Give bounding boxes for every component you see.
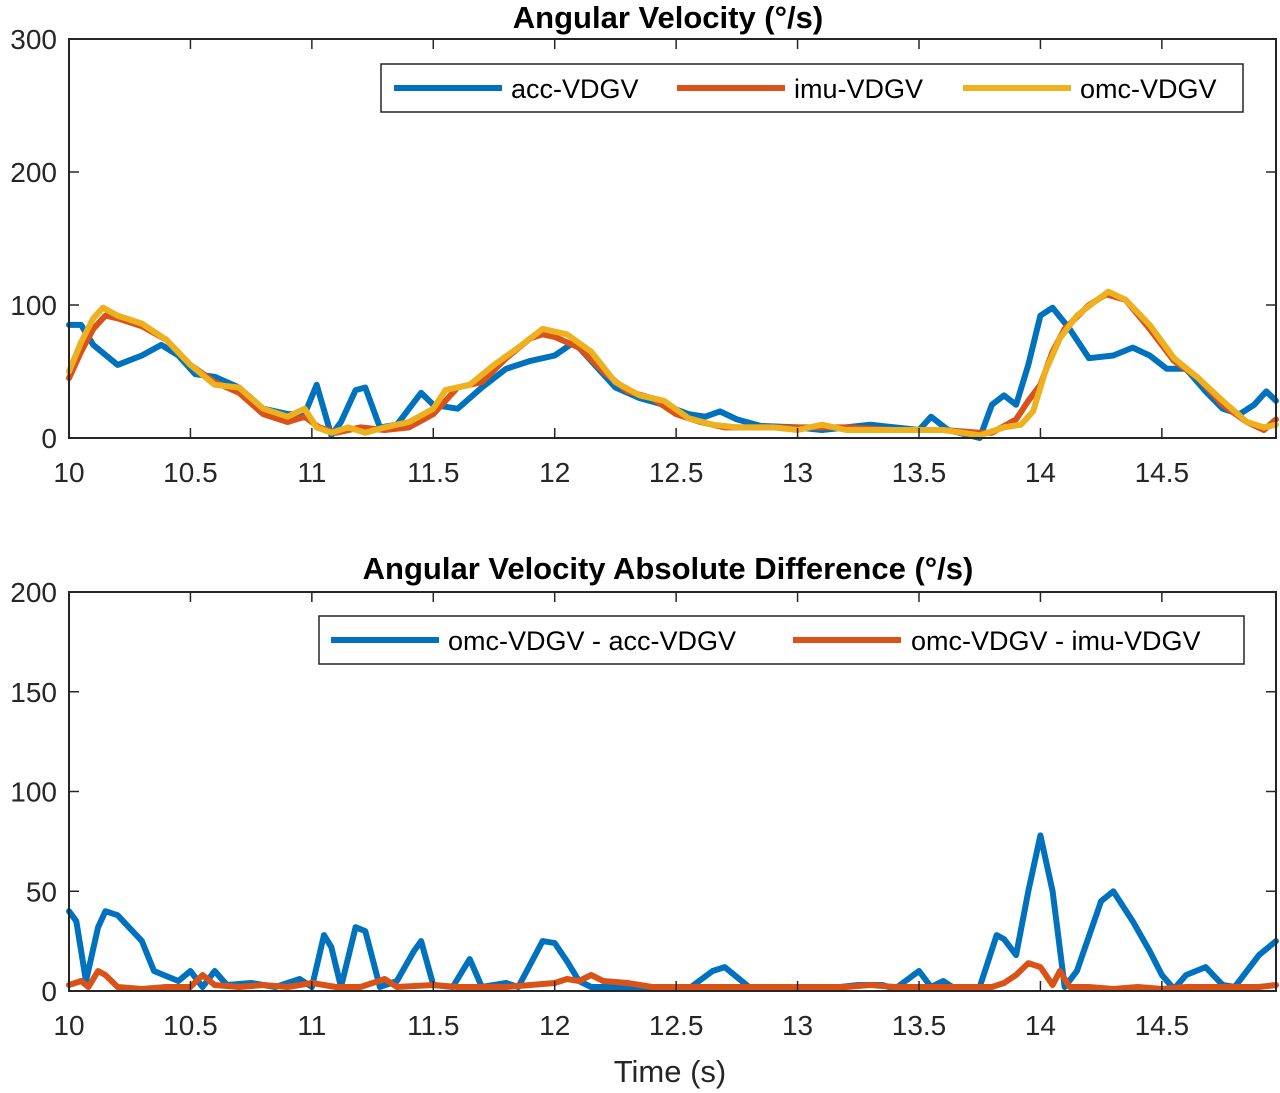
plot-area — [66, 832, 1279, 992]
y-tick-label: 300 — [10, 24, 57, 55]
axis-ticks: 10 10.5 11 11.5 12 12.5 13 13.5 14 14.5 0 100 200 300 — [10, 24, 1276, 488]
x-tick-label: 12 — [539, 457, 570, 488]
angular-velocity-difference-chart: Angular Velocity Absolute Difference (°/… — [10, 551, 1279, 1089]
x-tick-label: 10.5 — [163, 1010, 218, 1041]
legend-label: imu-VDGV — [794, 74, 923, 104]
y-tick-label: 150 — [10, 677, 57, 708]
chart-title: Angular Velocity Absolute Difference (°/… — [363, 551, 974, 586]
x-tick-label: 14.5 — [1135, 1010, 1190, 1041]
x-tick-label: 13.5 — [892, 457, 947, 488]
series-line — [66, 288, 1279, 439]
y-tick-label: 0 — [41, 423, 57, 454]
legend-label: omc-VDGV - imu-VDGV — [911, 626, 1201, 656]
x-tick-label: 12.5 — [649, 1010, 704, 1041]
x-tick-label: 12.5 — [649, 457, 704, 488]
x-tick-label: 12 — [539, 1010, 570, 1041]
x-tick-label: 10 — [53, 1010, 84, 1041]
axes-frame — [68, 38, 1277, 439]
y-tick-label: 200 — [10, 157, 57, 188]
y-tick-label: 100 — [10, 290, 57, 321]
legend-label: omc-VDGV — [1080, 74, 1217, 104]
chart-title: Angular Velocity (°/s) — [513, 0, 823, 35]
x-axis-label: Time (s) — [614, 1054, 727, 1089]
x-tick-label: 10 — [53, 457, 84, 488]
y-tick-label: 200 — [10, 577, 57, 608]
x-tick-label: 11.5 — [407, 457, 459, 488]
x-tick-label: 11.5 — [407, 1010, 459, 1041]
axis-ticks: 10 10.5 11 11.5 12 12.5 13 13.5 14 14.5 0 50 100 150 2… — [10, 577, 1276, 1041]
y-tick-label: 50 — [26, 876, 57, 907]
legend-box — [380, 63, 1244, 113]
legend-box — [318, 615, 1245, 665]
x-tick-label: 11 — [297, 1010, 326, 1041]
plot-area — [66, 288, 1279, 441]
x-tick-label: 13 — [782, 457, 813, 488]
series-line — [66, 960, 1279, 992]
axes-frame — [68, 591, 1277, 992]
x-tick-label: 11 — [297, 457, 326, 488]
x-tick-label: 10.5 — [163, 457, 218, 488]
legend-label: acc-VDGV — [511, 74, 639, 104]
x-tick-label: 13.5 — [892, 1010, 947, 1041]
y-tick-label: 0 — [41, 976, 57, 1007]
y-tick-label: 100 — [10, 777, 57, 808]
legend: acc-VDGV imu-VDGV omc-VDGV — [380, 63, 1244, 113]
legend-label: omc-VDGV - acc-VDGV — [448, 626, 736, 656]
x-tick-label: 14 — [1025, 457, 1056, 488]
x-tick-label: 14 — [1025, 1010, 1056, 1041]
legend: omc-VDGV - acc-VDGV omc-VDGV - imu-VDGV — [318, 615, 1245, 665]
x-tick-label: 13 — [782, 1010, 813, 1041]
x-tick-label: 14.5 — [1135, 457, 1190, 488]
angular-velocity-chart: Angular Velocity (°/s) 10 10.5 11 11.5 12 12.… — [10, 0, 1279, 488]
